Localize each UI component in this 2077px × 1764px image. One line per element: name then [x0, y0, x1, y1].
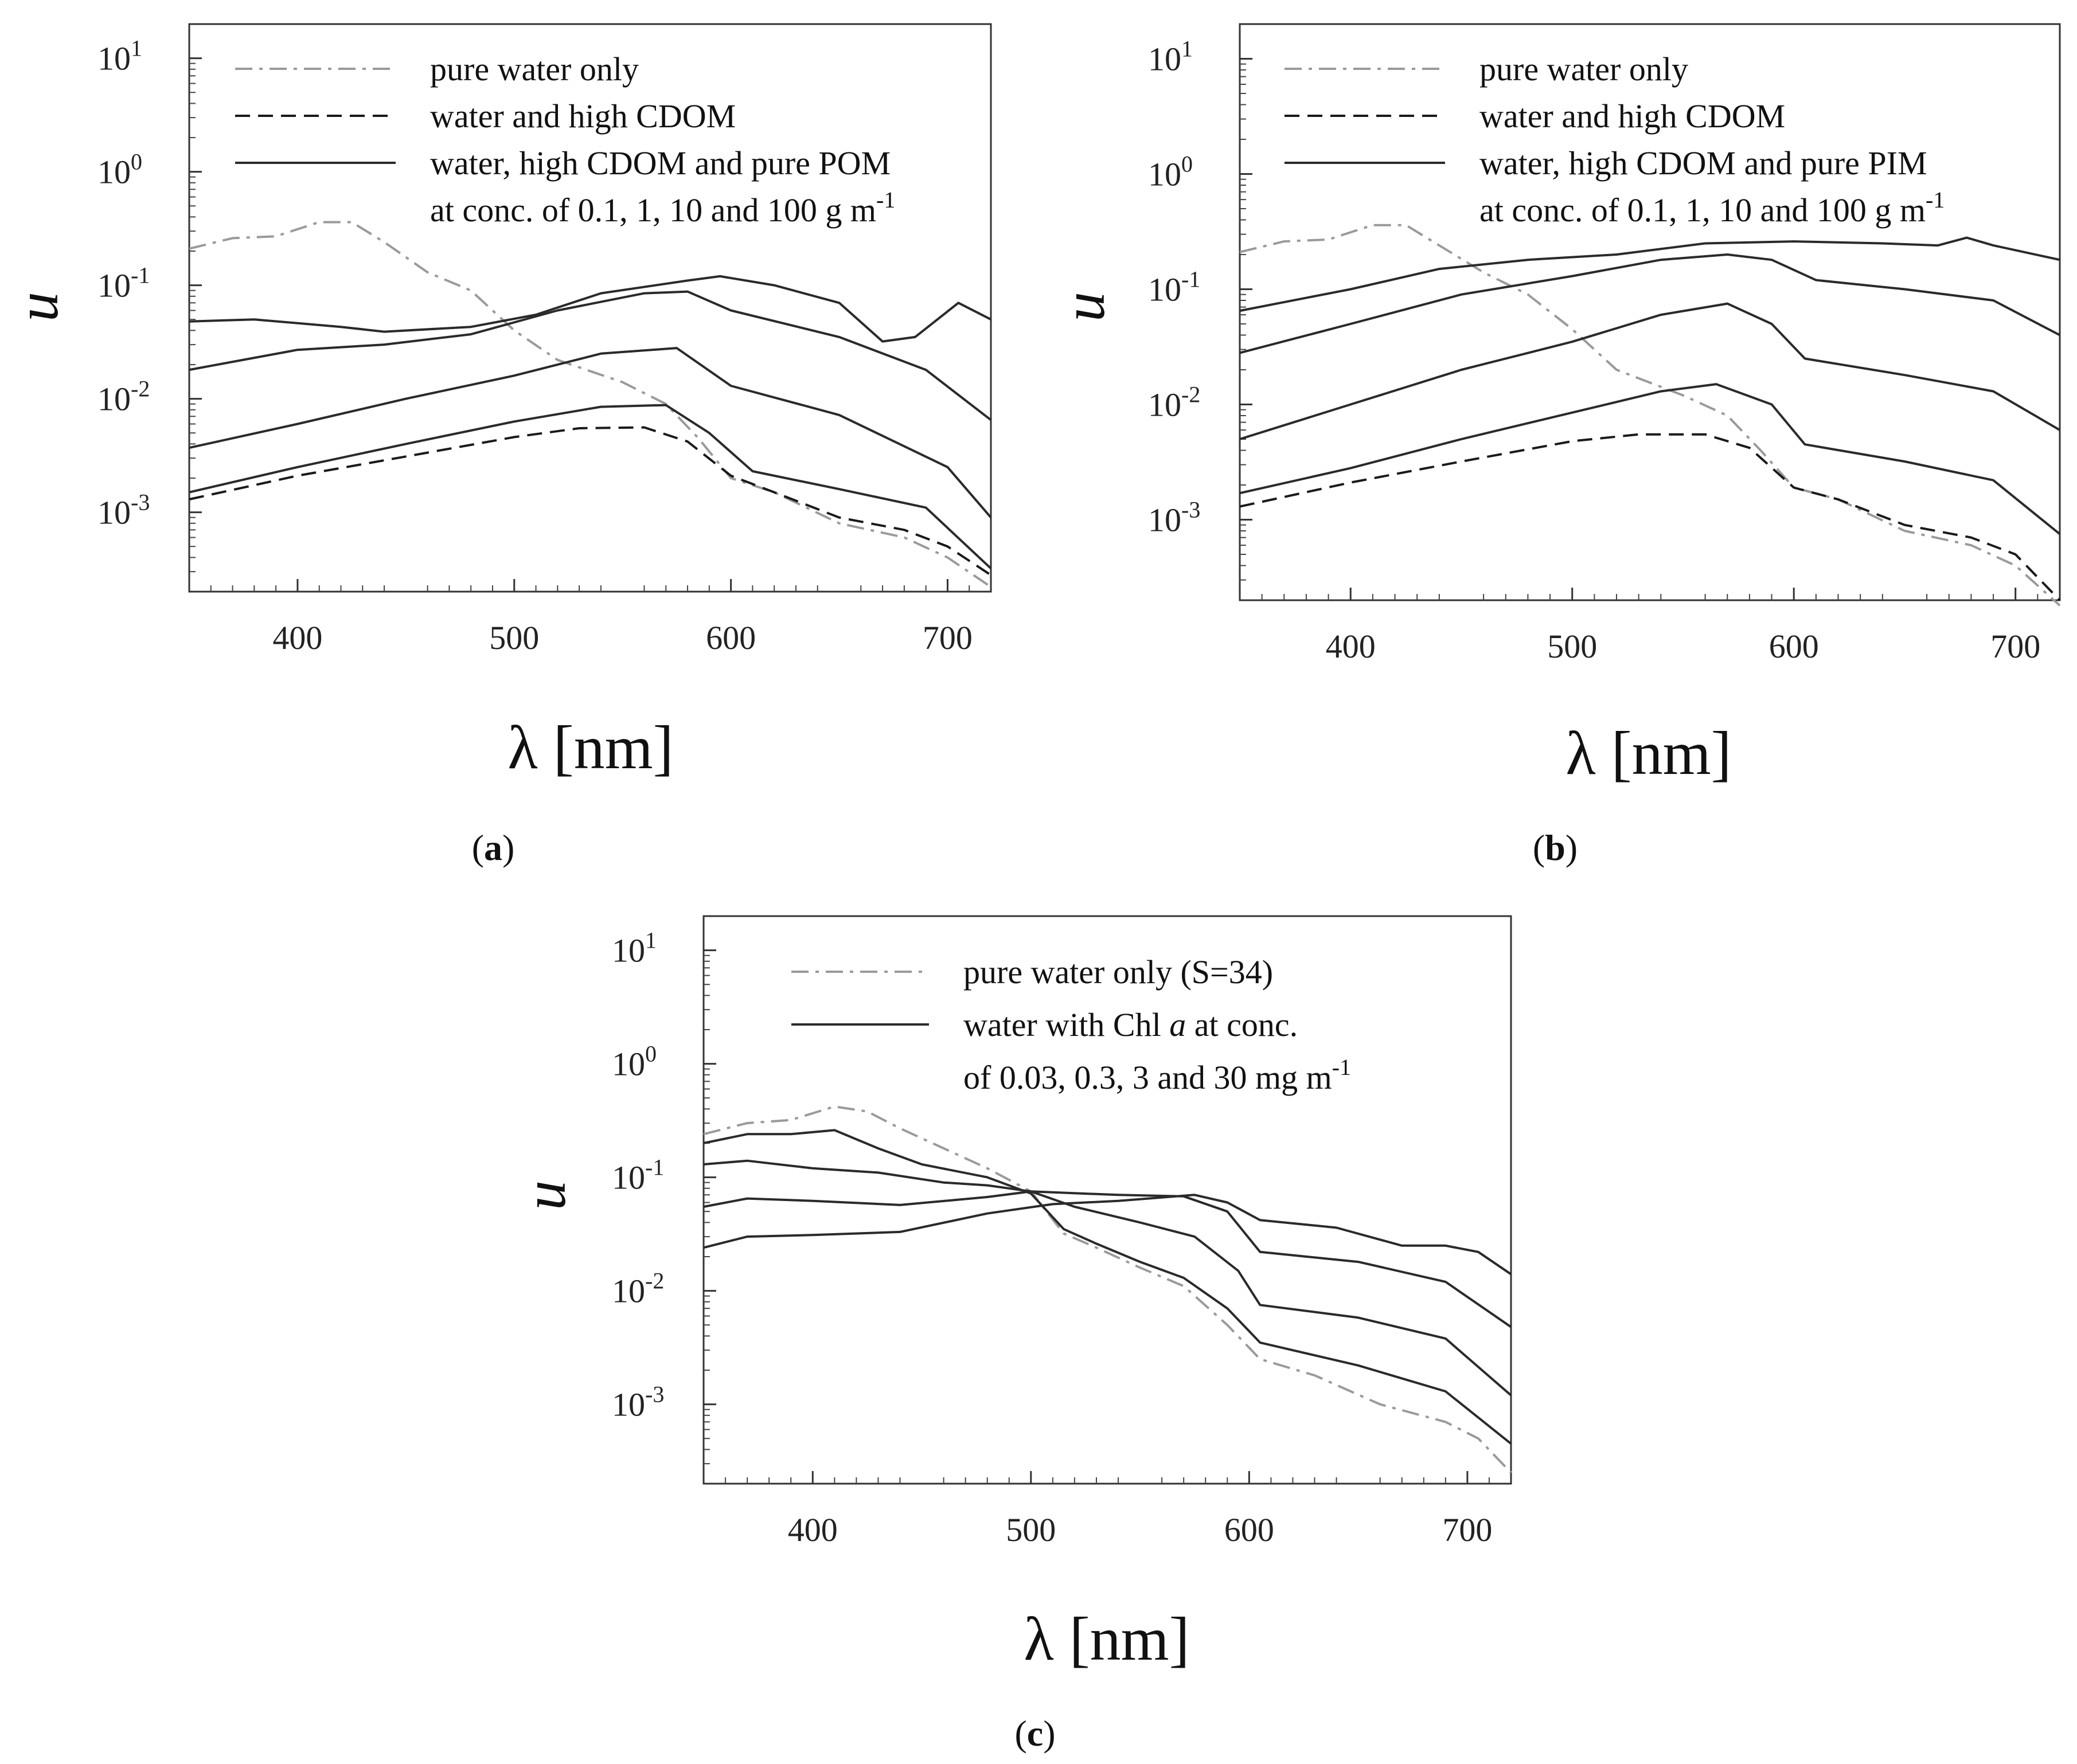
series-line-4	[703, 1190, 1512, 1328]
panel-c: 400 500 600 700 101 100 10-1 10-2 10-3 pure wate…	[512, 915, 1512, 1754]
x-tick-label: 700	[923, 619, 973, 656]
series-line-4	[189, 347, 992, 519]
x-tick-label: 600	[1769, 628, 1819, 665]
panel-c-plot: 400 500 600 700 101 100 10-1 10-2 10-3	[612, 915, 1512, 1548]
panel-a: 400 500 600 700 101 100 10-1 10-2 10-3 pure wate…	[5, 23, 992, 868]
legend-label: pure water only	[430, 50, 639, 88]
legend-label: water, high CDOM and pure POM	[430, 144, 891, 182]
y-tick-label: 101	[1148, 36, 1193, 78]
plot-frame	[702, 915, 1512, 1485]
legend-label: water, high CDOM and pure PIM	[1479, 144, 1927, 182]
series-line-6	[1239, 236, 2060, 312]
legend-label: pure water only	[1479, 50, 1688, 88]
y-tick-label: 10-1	[97, 263, 150, 304]
series-line-5	[189, 290, 992, 421]
y-tick-label: 10-2	[1148, 382, 1200, 424]
x-tick-label: 400	[272, 619, 322, 656]
panel-c-y-axis-label: u	[512, 1180, 578, 1210]
series-line-3	[189, 404, 992, 570]
y-tick-label: 100	[1148, 151, 1193, 193]
panel-b-y-axis-label: u	[1051, 292, 1117, 322]
legend-label: water and high CDOM	[1479, 97, 1785, 135]
series-line-2	[189, 426, 992, 576]
series-line-3	[703, 1159, 1512, 1397]
panel-c-legend: pure water only (S=34) water with Chl a a…	[791, 953, 1351, 1096]
panel-b-caption: (b)	[1533, 827, 1578, 868]
series-line-1	[189, 221, 992, 588]
y-tick-label: 10-3	[612, 1382, 664, 1423]
legend-concentration-note: of 0.03, 0.3, 3 and 30 mg m-1	[963, 1054, 1351, 1096]
series-line-4	[1239, 302, 2061, 440]
x-tick-label: 700	[1990, 628, 2040, 665]
panel-b: 400 500 600 700 101 100 10-1 10-2 10-3 pure wate…	[1051, 23, 2061, 868]
panel-a-caption: (a)	[472, 827, 515, 868]
series-line-5	[703, 1194, 1512, 1276]
series-line-2	[703, 1129, 1512, 1445]
legend-label: water with Chl a at conc.	[963, 1006, 1298, 1043]
panel-a-plot: 400 500 600 700 101 100 10-1 10-2 10-3	[97, 23, 992, 656]
series-line-2	[1239, 433, 2061, 601]
series-line-1	[703, 1105, 1512, 1474]
series-line-3	[1239, 383, 2061, 535]
panel-b-legend: pure water only water and high CDOM water,…	[1285, 50, 1945, 229]
y-tick-label: 100	[612, 1041, 657, 1083]
y-tick-label: 10-3	[97, 490, 150, 531]
panel-a-legend: pure water only water and high CDOM water,…	[235, 50, 895, 229]
y-tick-label: 10-1	[1148, 267, 1200, 308]
plot-frame	[1239, 23, 2061, 601]
series-line-1	[1239, 224, 2061, 607]
x-tick-label: 500	[489, 619, 539, 656]
legend-concentration-note: at conc. of 0.1, 1, 10 and 100 g m-1	[1479, 187, 1945, 229]
panel-c-caption: (c)	[1014, 1713, 1055, 1754]
y-tick-label: 10-2	[612, 1268, 664, 1310]
x-tick-label: 600	[706, 619, 756, 656]
y-tick-label: 101	[612, 928, 657, 969]
x-tick-label: 400	[788, 1511, 838, 1548]
x-tick-label: 700	[1442, 1511, 1492, 1548]
x-tick-label: 400	[1326, 628, 1376, 665]
y-tick-label: 100	[97, 149, 142, 191]
y-tick-label: 10-3	[1148, 497, 1200, 539]
y-tick-label: 10-1	[612, 1155, 664, 1196]
series-line-6	[189, 275, 991, 343]
y-tick-label: 10-2	[97, 376, 150, 418]
panel-c-x-axis-label: λ [nm]	[1024, 1605, 1189, 1673]
panel-a-y-axis-label: u	[5, 292, 71, 322]
legend-label: pure water only (S=34)	[963, 953, 1273, 991]
plot-frame	[188, 23, 992, 593]
panel-b-plot: 400 500 600 700 101 100 10-1 10-2 10-3	[1148, 23, 2061, 665]
y-tick-label: 101	[97, 36, 142, 77]
legend-concentration-note: at conc. of 0.1, 1, 10 and 100 g m-1	[430, 187, 895, 229]
x-tick-label: 500	[1547, 628, 1597, 665]
x-tick-label: 600	[1224, 1511, 1274, 1548]
panel-b-x-axis-label: λ [nm]	[1565, 719, 1731, 788]
panel-a-x-axis-label: λ [nm]	[507, 714, 673, 782]
legend-label: water and high CDOM	[430, 97, 736, 135]
x-tick-label: 500	[1006, 1511, 1056, 1548]
series-line-5	[1239, 253, 2060, 354]
